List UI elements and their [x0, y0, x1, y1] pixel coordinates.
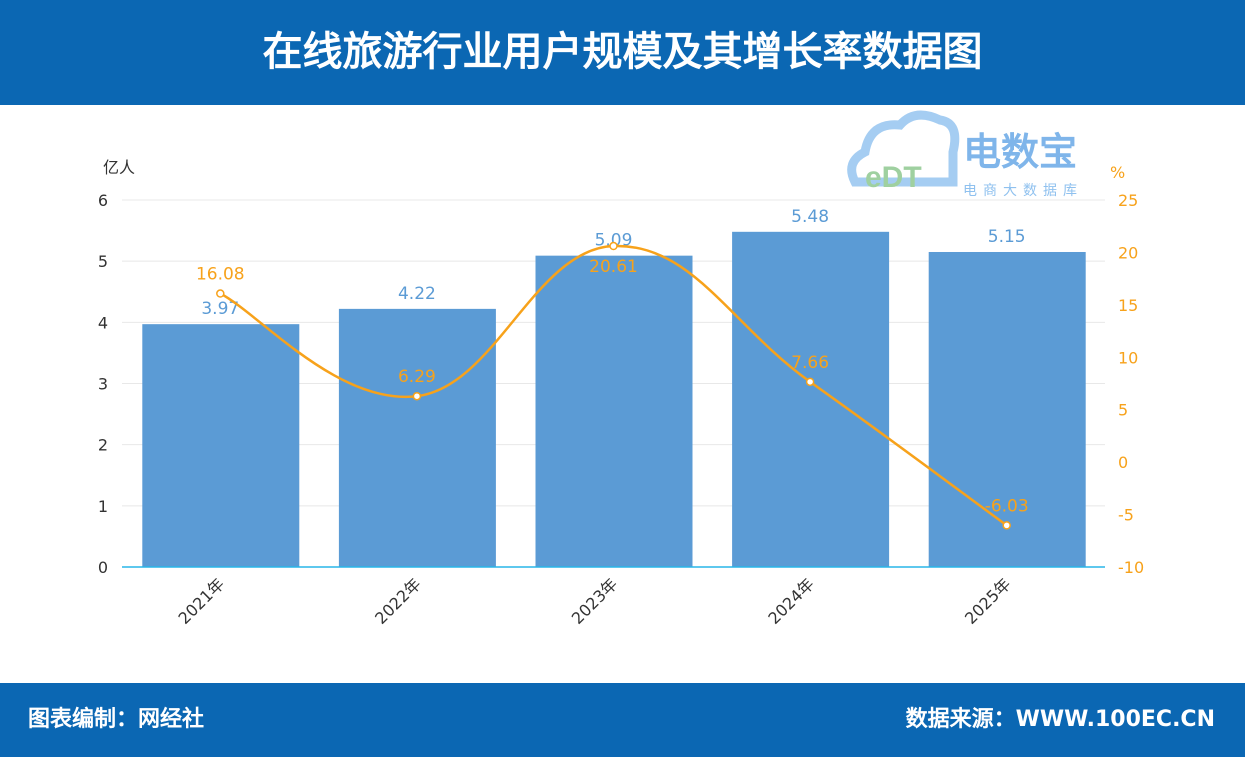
y-right-label: %: [1110, 163, 1125, 182]
footer-source: 数据来源：WWW.100EC.CN: [905, 707, 1215, 732]
line-point: [805, 377, 815, 387]
footer: 图表编制：网经社 数据来源：WWW.100EC.CN: [0, 683, 1245, 757]
line-label: 7.66: [791, 353, 829, 373]
x-tick-label: 2021年: [175, 574, 229, 628]
x-tick-label: 2023年: [568, 574, 622, 628]
bar-label: 3.97: [201, 299, 239, 319]
y-right-tick: 0: [1118, 453, 1128, 472]
y-right-tick: 20: [1118, 243, 1138, 262]
y-left-tick: 1: [98, 497, 108, 516]
bar-label: 5.15: [988, 227, 1026, 247]
bar: [338, 308, 496, 567]
bar: [732, 231, 890, 567]
y-right-tick: -10: [1118, 558, 1144, 577]
y-right-tick: -5: [1118, 506, 1134, 525]
line-point: [412, 391, 422, 401]
y-left-tick: 2: [98, 436, 108, 455]
line-point: [216, 289, 225, 298]
y-right-tick: 10: [1118, 348, 1138, 367]
line-label: 6.29: [398, 367, 436, 387]
y-left-tick: 6: [98, 191, 108, 210]
line-point: [609, 241, 618, 251]
bar-label: 4.22: [398, 284, 436, 304]
logo-text: 电数宝: [963, 130, 1077, 174]
y-left-tick: 5: [98, 252, 108, 271]
logo-subtext: 电商大数据库: [963, 183, 1083, 199]
line-label: -6.03: [985, 496, 1029, 516]
chart-title: 在线旅游行业用户规模及其增长率数据图: [0, 0, 1245, 105]
y-left-tick: 0: [98, 558, 108, 577]
y-left-tick: 4: [98, 313, 108, 332]
line-label: 16.08: [196, 265, 245, 285]
y-left-tick: 3: [98, 375, 108, 394]
y-right-tick: 25: [1118, 191, 1138, 210]
x-tick-label: 2025年: [961, 574, 1015, 628]
bar: [142, 324, 300, 567]
y-right-tick: 5: [1118, 401, 1128, 420]
y-left-label: 亿人: [103, 158, 135, 177]
logo-mark: eDT: [865, 161, 922, 194]
x-tick-label: 2024年: [764, 574, 818, 628]
footer-credit: 图表编制：网经社: [28, 707, 205, 732]
bar: [928, 251, 1086, 567]
x-tick-label: 2022年: [371, 574, 425, 628]
bar-label: 5.48: [791, 207, 829, 227]
logo: eDT 电数宝 电商大数据库: [845, 110, 1090, 205]
line-point: [1002, 521, 1011, 530]
bar: [535, 255, 693, 567]
y-right-tick: 15: [1118, 296, 1138, 315]
line-label: 20.61: [589, 257, 638, 277]
